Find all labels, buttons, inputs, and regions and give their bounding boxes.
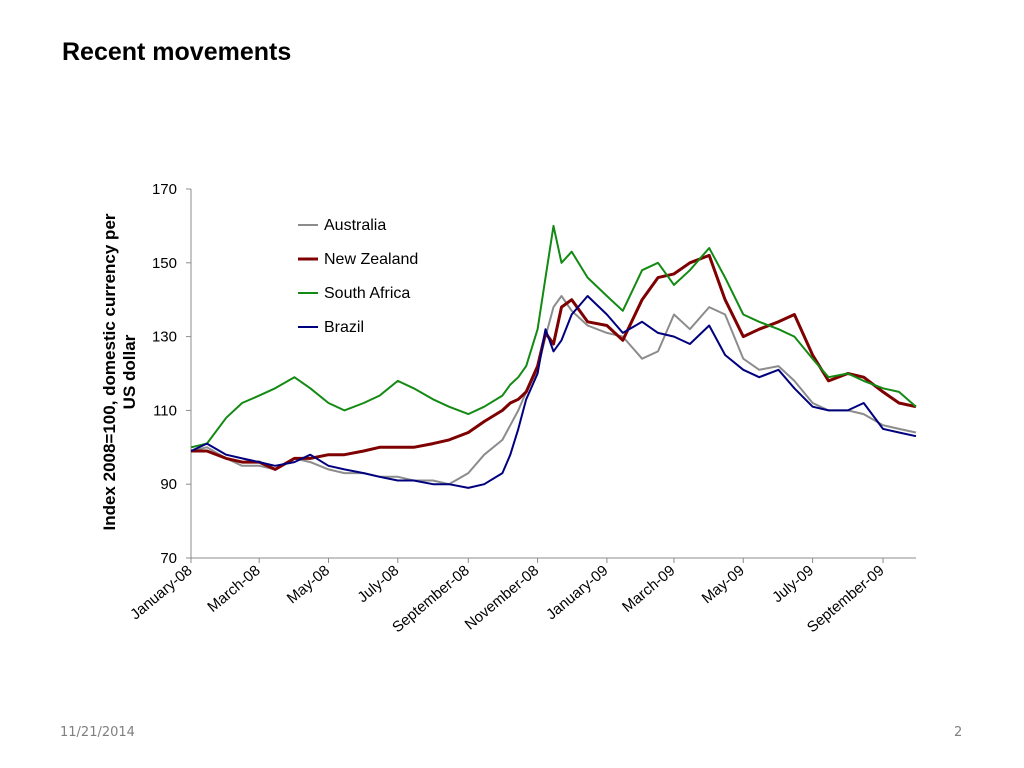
- chart-axes: 70 90 110 130 150 170 January-08 March-08 May-08…: [127, 181, 916, 636]
- x-tick-label: November-08: [462, 562, 543, 633]
- y-tick-label: 170: [152, 181, 177, 198]
- x-tick-label: May-09: [699, 562, 748, 607]
- x-tick-label: January-09: [543, 562, 611, 623]
- footer-date: 11/21/2014: [60, 725, 135, 740]
- series-line-australia: [190, 295, 917, 486]
- series-line-south-africa: [190, 224, 917, 449]
- x-tick-label: January-08: [127, 562, 195, 623]
- y-axis-label: US dollar: [120, 334, 139, 409]
- x-tick-label: May-08: [284, 562, 333, 607]
- x-tick-label: July-08: [354, 562, 402, 606]
- y-tick-label: 130: [152, 329, 177, 346]
- x-tick-label: September-08: [389, 562, 473, 636]
- chart-series: [190, 224, 917, 489]
- y-tick-label: 90: [160, 476, 177, 493]
- y-tick-label: 110: [153, 402, 177, 419]
- x-tick-label: March-08: [204, 562, 263, 616]
- x-tick-label: September-09: [804, 562, 888, 636]
- line-chart: 70 90 110 130 150 170 January-08 March-08 May-08…: [100, 181, 917, 636]
- slide-title: Recent movements: [62, 38, 292, 66]
- legend-label: New Zealand: [324, 251, 418, 268]
- x-tick-label: March-09: [619, 562, 678, 616]
- chart-legend: Australia New Zealand South Africa Brazil: [298, 217, 418, 336]
- series-line-new-zealand: [191, 253, 917, 471]
- legend-label: Brazil: [324, 319, 364, 336]
- page-number: 2: [954, 725, 963, 740]
- legend-label: South Africa: [324, 285, 410, 302]
- x-tick-label: July-09: [769, 562, 817, 606]
- y-tick-label: 70: [160, 550, 177, 567]
- y-tick-label: 150: [152, 255, 177, 272]
- legend-label: Australia: [324, 217, 386, 234]
- series-line-brazil: [190, 295, 917, 489]
- y-axis-label: Index 2008=100, domestic currency per: [100, 213, 119, 530]
- y-axis-title: Index 2008=100, domestic currency per US …: [100, 213, 139, 530]
